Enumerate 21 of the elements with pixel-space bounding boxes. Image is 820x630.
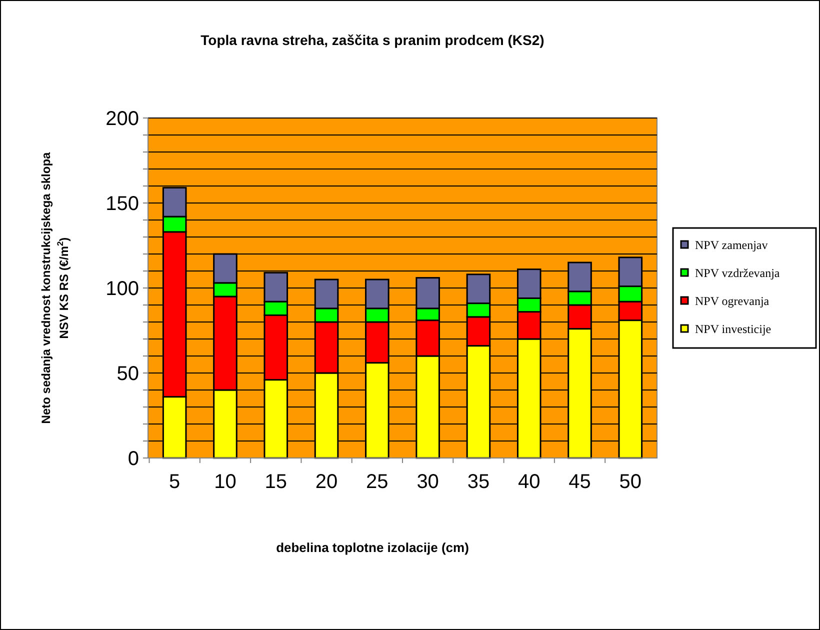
legend-label: NPV ogrevanja: [695, 294, 770, 308]
y-tick-label: 50: [116, 363, 139, 385]
y-tick-label: 150: [106, 193, 139, 215]
x-tick-label: 40: [518, 471, 540, 493]
x-tick-label: 50: [619, 471, 642, 493]
y-tick-label: 100: [106, 278, 139, 300]
x-tick-label: 35: [467, 471, 490, 493]
x-axis-title: debelina toplotne izolacije (cm): [276, 540, 469, 555]
x-tick-label: 10: [214, 471, 236, 493]
x-tick-label: 15: [264, 471, 288, 493]
legend-label: NPV zamenjav: [695, 238, 768, 252]
chart-title: Topla ravna streha, zaščita s pranim prodcem (KS2): [200, 32, 544, 48]
x-tick-label: 30: [416, 471, 439, 493]
x-tick-label: 25: [366, 471, 388, 493]
legend-label: NPV investicije: [695, 322, 772, 336]
x-tick-label: 45: [568, 471, 591, 493]
y-tick-label: 200: [106, 108, 139, 130]
x-tick-label: 20: [315, 471, 338, 493]
y-tick-label: 0: [128, 448, 139, 470]
legend-label: NPV vzdrževanja: [695, 266, 780, 280]
x-tick-label: 5: [169, 471, 180, 493]
